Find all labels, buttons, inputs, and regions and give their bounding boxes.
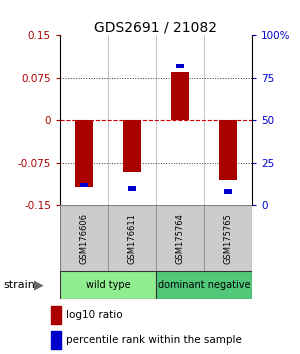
Bar [176, 64, 184, 68]
Bar [51, 331, 61, 348]
Bar [128, 186, 136, 190]
Bar [156, 205, 204, 271]
Bar [219, 120, 237, 180]
Bar [75, 120, 93, 187]
Bar [123, 120, 141, 172]
Text: percentile rank within the sample: percentile rank within the sample [66, 335, 242, 345]
Text: strain: strain [3, 280, 35, 290]
Bar [108, 205, 156, 271]
Bar [204, 205, 252, 271]
Bar [60, 205, 108, 271]
Text: dominant negative: dominant negative [158, 280, 250, 290]
Bar [80, 183, 88, 187]
Text: GSM176606: GSM176606 [80, 212, 88, 264]
Text: ▶: ▶ [34, 279, 44, 291]
Bar [224, 189, 232, 194]
Text: GSM175764: GSM175764 [176, 213, 184, 263]
Bar [171, 72, 189, 120]
Text: GSM175765: GSM175765 [224, 213, 232, 263]
Bar [156, 271, 252, 299]
Bar [60, 271, 156, 299]
Text: log10 ratio: log10 ratio [66, 310, 122, 320]
Text: GSM176611: GSM176611 [128, 213, 136, 263]
Text: wild type: wild type [86, 280, 130, 290]
Title: GDS2691 / 21082: GDS2691 / 21082 [94, 20, 218, 34]
Bar [51, 306, 61, 324]
